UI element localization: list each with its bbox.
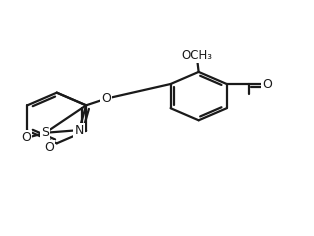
Text: O: O <box>22 131 31 144</box>
Text: N: N <box>74 124 84 137</box>
Text: O: O <box>101 92 111 105</box>
Text: O: O <box>262 77 272 91</box>
Text: OCH₃: OCH₃ <box>181 49 213 62</box>
Text: O: O <box>44 141 54 154</box>
Text: S: S <box>41 126 49 139</box>
